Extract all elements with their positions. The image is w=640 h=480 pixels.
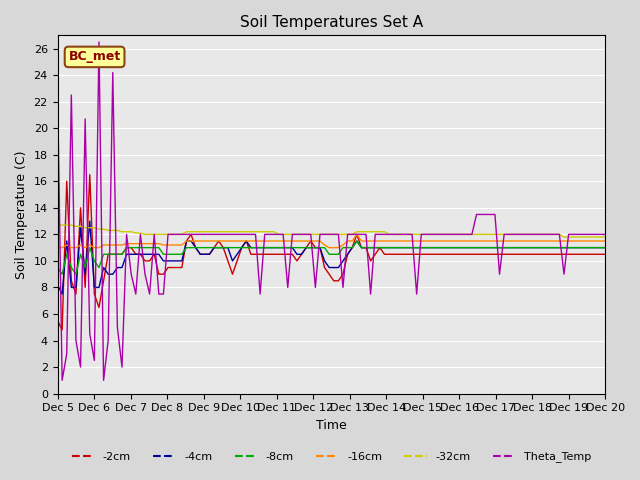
Text: BC_met: BC_met (68, 50, 121, 63)
Title: Soil Temperatures Set A: Soil Temperatures Set A (240, 15, 423, 30)
Y-axis label: Soil Temperature (C): Soil Temperature (C) (15, 150, 28, 279)
X-axis label: Time: Time (316, 419, 347, 432)
Legend: -2cm, -4cm, -8cm, -16cm, -32cm, Theta_Temp: -2cm, -4cm, -8cm, -16cm, -32cm, Theta_Te… (67, 447, 596, 467)
